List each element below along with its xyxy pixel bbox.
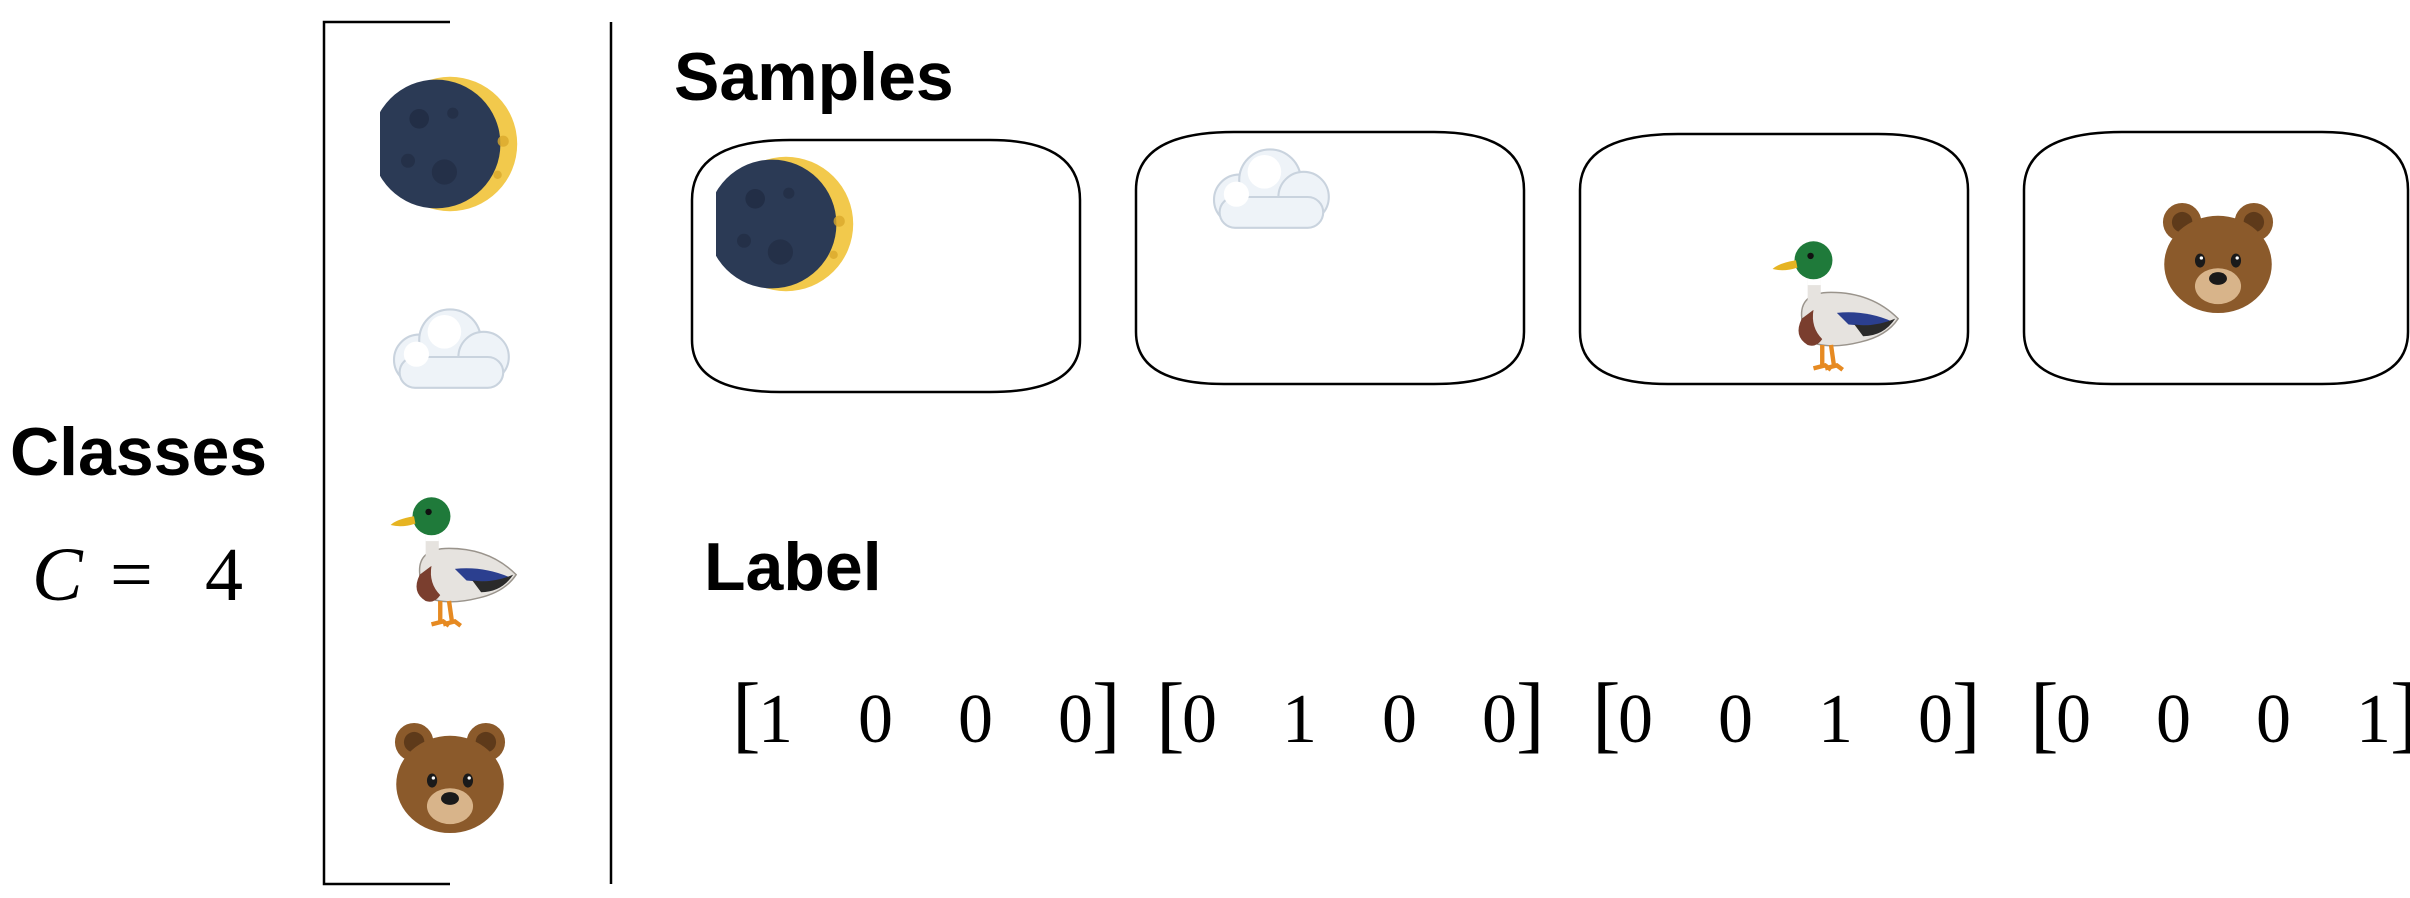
sample-moon-icon — [716, 156, 854, 292]
right-bracket: ] — [1952, 665, 1981, 761]
left-bracket: [ — [732, 665, 761, 761]
class-moon-icon — [380, 76, 518, 212]
left-bracket: [ — [2030, 665, 2059, 761]
label-digit: 0 — [2256, 681, 2291, 758]
sample-box — [1134, 130, 1526, 386]
sample-box — [690, 138, 1082, 394]
label-digit: 0 — [1718, 681, 1753, 758]
sample-bear-icon — [2162, 202, 2274, 314]
label-digit: 0 — [858, 681, 893, 758]
left-bracket: [ — [1592, 665, 1621, 761]
label-digit: 0 — [1482, 681, 1517, 758]
classes-heading: Classes — [10, 414, 267, 490]
label-digit: 0 — [1058, 681, 1093, 758]
class-count-formula: C = 4 — [32, 533, 243, 617]
sample-box — [2022, 130, 2410, 386]
label-digit: 0 — [958, 681, 993, 758]
class-count-value: 4 — [205, 533, 243, 617]
class-list-bracket — [322, 20, 450, 886]
sample-1 — [690, 138, 1082, 394]
label-digit: 0 — [1918, 681, 1953, 758]
left-bracket: [ — [1156, 665, 1185, 761]
label-digit: 1 — [1818, 681, 1853, 758]
class-duck-icon — [391, 497, 517, 625]
sample-duck-icon — [1773, 241, 1899, 369]
sample-cloud-icon — [1212, 148, 1330, 229]
label-digit: 1 — [758, 681, 793, 758]
sample-3 — [1578, 132, 1970, 386]
right-bracket: ] — [1092, 665, 1121, 761]
label-digit: 0 — [1182, 681, 1217, 758]
label-digit: 0 — [1618, 681, 1653, 758]
label-digit: 1 — [1282, 681, 1317, 758]
right-bracket: ] — [2390, 665, 2410, 761]
label-vector-2: [0 1 0 0] — [1156, 665, 1545, 761]
sample-2 — [1134, 130, 1526, 386]
sample-box — [1578, 132, 1970, 386]
label-digit: 1 — [2356, 681, 2391, 758]
label-heading: Label — [704, 529, 882, 605]
class-count-variable: C — [32, 533, 84, 617]
label-vector-1: [1 0 0 0] — [732, 665, 1121, 761]
class-list — [380, 76, 518, 834]
class-bear-icon — [394, 722, 506, 834]
class-cloud-icon — [392, 308, 510, 389]
label-digit: 0 — [1382, 681, 1417, 758]
label-digit: 0 — [2056, 681, 2091, 758]
sample-4 — [2022, 130, 2410, 386]
right-bracket: ] — [1516, 665, 1545, 761]
class-count-equals: = — [110, 533, 153, 617]
label-digit: 0 — [2156, 681, 2191, 758]
samples-heading: Samples — [674, 39, 954, 115]
label-vector-3: [0 0 1 0] — [1592, 665, 1981, 761]
